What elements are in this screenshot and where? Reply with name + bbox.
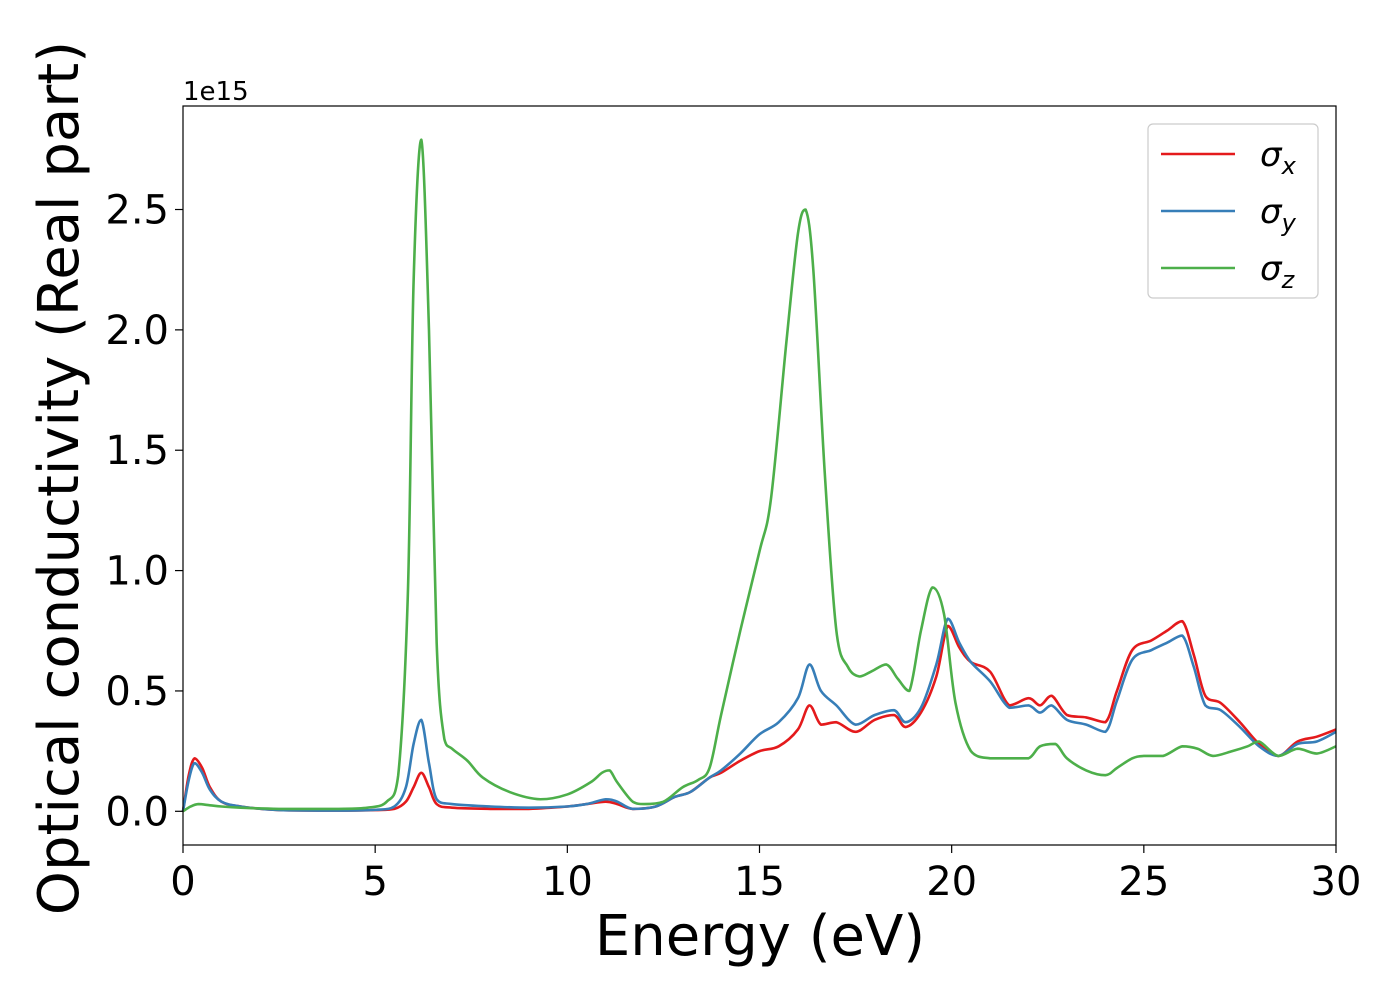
series-line-x <box>181 619 1337 812</box>
x-tick-label: 0 <box>170 859 195 905</box>
x-axis-title: Energy (eV) <box>595 904 925 969</box>
y-tick-label: 1.5 <box>105 428 169 474</box>
x-tick-label: 5 <box>362 859 387 905</box>
x-tick-label: 30 <box>1311 859 1362 905</box>
x-tick-label: 20 <box>926 859 977 905</box>
y-axis-ticks: 0.0 0.5 1.0 1.5 2.0 2.5 <box>105 188 183 835</box>
y-tick-label: 0.5 <box>105 669 169 715</box>
y-tick-label: 0.0 <box>105 789 169 835</box>
x-tick-label: 10 <box>542 859 593 905</box>
x-tick-label: 15 <box>734 859 785 905</box>
y-offset-label: 1e15 <box>183 77 249 107</box>
series-line-y <box>181 617 1337 812</box>
series-line-z <box>182 138 1337 813</box>
series-layer <box>181 138 1337 813</box>
y-tick-label: 2.5 <box>105 188 169 234</box>
y-tick-label: 2.0 <box>105 308 169 354</box>
x-axis-ticks: 0 5 10 15 20 25 30 <box>170 845 1361 905</box>
x-tick-label: 25 <box>1118 859 1169 905</box>
y-tick-label: 1.0 <box>105 549 169 595</box>
y-axis-title: Optical conductivity (Real part) <box>27 41 92 915</box>
